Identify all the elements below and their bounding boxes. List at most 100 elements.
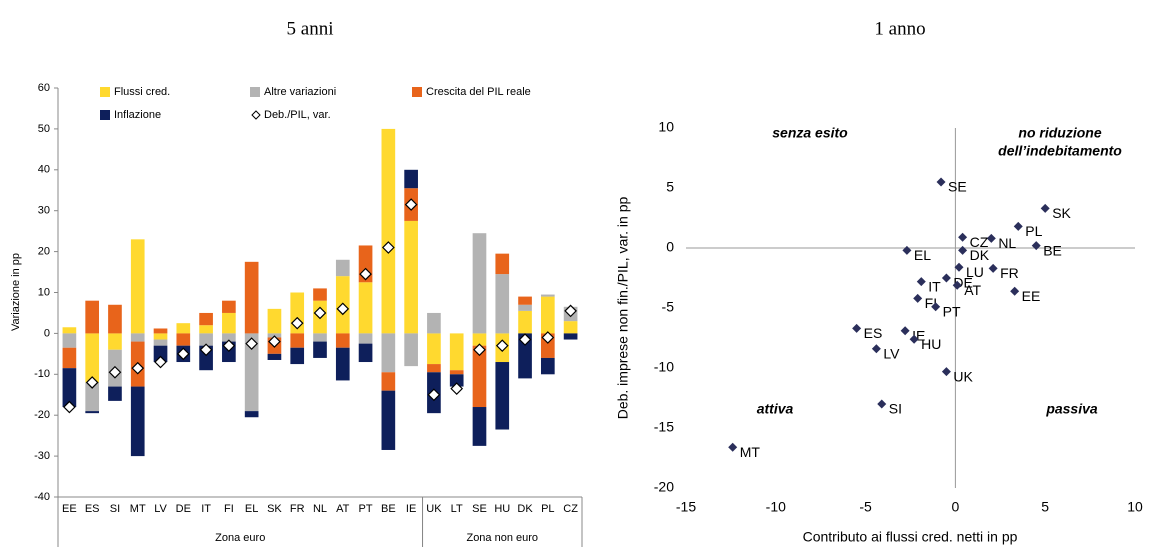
x-tick-label: -5 xyxy=(859,499,872,515)
chart-title: 1 anno xyxy=(874,18,925,39)
scatter-point xyxy=(986,233,996,243)
bar-segment xyxy=(518,333,532,379)
bar-segment xyxy=(176,333,191,346)
bar-segment xyxy=(130,333,145,342)
scatter-point xyxy=(852,323,862,333)
diamond-marker xyxy=(541,331,555,344)
bar-segment xyxy=(153,328,168,334)
y-tick-label: 20 xyxy=(38,246,50,258)
point-label: UK xyxy=(953,368,973,384)
diamond-marker xyxy=(176,347,190,361)
legend-label: Crescita del PIL reale xyxy=(426,86,531,98)
bar-segment xyxy=(472,407,487,446)
y-tick-label: 50 xyxy=(38,123,50,135)
bar-segment xyxy=(427,333,441,365)
bar-segment xyxy=(427,312,441,334)
bar-segment xyxy=(381,128,396,334)
y-tick-label: 0 xyxy=(666,239,674,255)
bar-segment xyxy=(176,323,191,334)
scatter-point xyxy=(871,344,881,354)
point-label: MT xyxy=(740,444,761,460)
legend-label: Altre variazioni xyxy=(264,86,336,98)
bar-segment xyxy=(335,333,350,348)
quadrant-label: attiva xyxy=(757,401,794,417)
quadrant-label: senza esito xyxy=(772,125,848,141)
bar-segment xyxy=(449,370,464,375)
bar-segment xyxy=(472,233,487,334)
diamond-marker xyxy=(359,267,372,281)
legend-label: Deb./PIL, var. xyxy=(264,109,331,121)
y-tick-label: -20 xyxy=(34,409,50,421)
scatter-point xyxy=(958,232,968,242)
bar-segment xyxy=(130,386,145,457)
y-tick-label: -20 xyxy=(654,479,674,495)
legend-marker xyxy=(251,110,261,120)
point-label: SK xyxy=(1052,205,1071,221)
bar-segment xyxy=(381,333,396,373)
bar-segment xyxy=(404,169,418,189)
y-tick-label: -30 xyxy=(34,450,50,462)
scatter-point xyxy=(900,326,910,336)
bar-segment xyxy=(108,333,122,350)
x-tick-label: FI xyxy=(224,503,234,515)
x-tick-label: CZ xyxy=(563,503,578,515)
x-tick-label: MT xyxy=(130,503,146,515)
bar-segment xyxy=(518,304,532,311)
bar-segment xyxy=(199,325,213,334)
diamond-marker xyxy=(518,333,532,346)
point-label: SI xyxy=(889,401,902,417)
bar-segment xyxy=(153,339,168,346)
y-tick-label: 40 xyxy=(38,164,50,176)
x-axis-label: Contributo ai flussi cred. netti in pp xyxy=(803,529,1018,545)
bar-segment xyxy=(449,333,464,371)
scatter-point xyxy=(954,262,964,272)
bar-segment xyxy=(313,341,327,358)
bar-segment xyxy=(335,259,350,277)
diamond-marker xyxy=(404,198,418,211)
x-tick-label: SK xyxy=(267,503,282,515)
x-tick-label: IT xyxy=(201,503,211,515)
y-tick-label: 10 xyxy=(38,286,50,298)
diamond-marker xyxy=(313,306,327,320)
y-tick-label: 10 xyxy=(658,119,674,135)
bar-segment xyxy=(222,300,236,313)
diamond-marker xyxy=(450,382,464,395)
x-tick-label: EL xyxy=(245,503,258,515)
point-label: IT xyxy=(928,278,941,294)
diamond-marker xyxy=(222,339,236,353)
bar-segment xyxy=(381,372,396,391)
bar-segment xyxy=(290,333,305,348)
scatter-point xyxy=(902,245,912,255)
bar-segment xyxy=(495,274,510,334)
x-tick-label: HU xyxy=(494,503,510,515)
bar-segment xyxy=(563,333,578,340)
diamond-marker xyxy=(495,339,509,353)
diamond-marker xyxy=(63,400,76,414)
scatter-point xyxy=(728,442,738,452)
diamond-marker xyxy=(199,343,213,357)
scatter-point xyxy=(931,302,941,312)
bar-segment xyxy=(495,253,510,275)
scatter-point xyxy=(909,334,919,344)
bar-segment xyxy=(313,288,327,301)
legend-swatch xyxy=(412,87,422,97)
group-label: Zona non euro xyxy=(466,532,538,544)
diamond-marker xyxy=(473,343,486,357)
x-tick-label: BE xyxy=(381,503,396,515)
bar-segment xyxy=(358,333,373,344)
bar-segment xyxy=(518,310,532,334)
bar-segment xyxy=(518,296,532,305)
point-label: DK xyxy=(970,247,990,263)
bar-segment xyxy=(62,368,77,408)
x-tick-label: PL xyxy=(541,503,554,515)
bar-segment xyxy=(267,308,282,334)
legend-swatch xyxy=(100,87,110,97)
legend-label: Flussi cred. xyxy=(114,86,170,98)
diamond-marker xyxy=(564,304,577,318)
bar-segment xyxy=(495,362,510,430)
bar-segment xyxy=(381,390,396,450)
x-tick-label: PT xyxy=(359,503,373,515)
bar-segment xyxy=(62,333,77,348)
bar-segment xyxy=(472,345,487,408)
